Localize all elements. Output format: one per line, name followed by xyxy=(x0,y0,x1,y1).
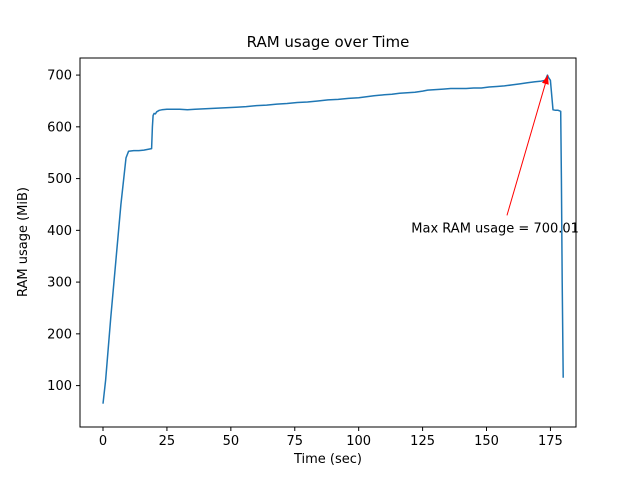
x-tick-label: 175 xyxy=(538,434,563,449)
y-tick-label: 100 xyxy=(47,379,72,394)
max-ram-annotation-text: Max RAM usage = 700.01 xyxy=(411,221,579,236)
chart-title: RAM usage over Time xyxy=(247,33,410,51)
y-tick-label: 700 xyxy=(47,69,72,84)
y-tick-label: 200 xyxy=(47,327,72,342)
plot-layer: 0 25 50 75 100 125 150 175 100 200 300 400 500 600 700 xyxy=(47,57,577,449)
annotation-arrow-head xyxy=(541,75,549,85)
x-tick-label: 125 xyxy=(410,434,435,449)
x-tick-label: 100 xyxy=(346,434,371,449)
y-tick-label: 300 xyxy=(47,276,72,291)
y-tick-label: 400 xyxy=(47,224,72,239)
ram-usage-line xyxy=(102,74,564,404)
x-tick-label: 25 xyxy=(159,434,176,449)
x-tick-label: 75 xyxy=(286,434,303,449)
y-tick-label: 600 xyxy=(47,120,72,135)
x-tick-label: 150 xyxy=(474,434,499,449)
y-axis-label: RAM usage (MiB) xyxy=(16,187,31,297)
x-axis-label: Time (sec) xyxy=(293,452,362,467)
x-tick-label: 50 xyxy=(223,434,240,449)
y-tick-label: 500 xyxy=(47,172,72,187)
x-tick-label: 0 xyxy=(99,434,107,449)
annotation-arrow-line xyxy=(506,74,549,216)
axes-spines xyxy=(79,57,577,428)
